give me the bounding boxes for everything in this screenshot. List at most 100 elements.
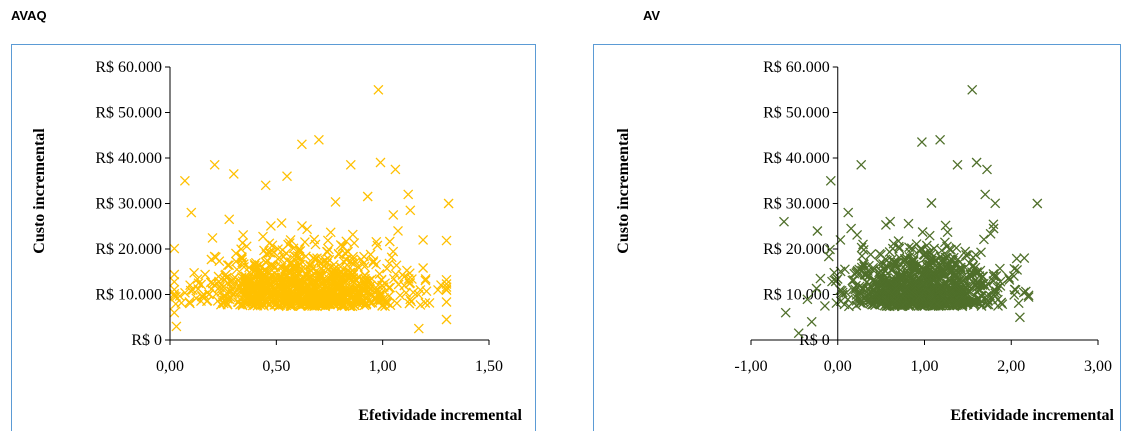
scatter-point (305, 261, 316, 272)
y-tick-label: R$ 30.000 (763, 196, 830, 213)
scatter-point (418, 263, 429, 273)
scatter-point (374, 269, 385, 279)
scatter-point (295, 254, 306, 265)
scatter-point (191, 293, 202, 304)
scatter-point (179, 175, 190, 186)
scatter-point (1003, 273, 1014, 284)
chart-frame-avaq: R$ 0 R$ 10.000 R$ 20.000 R$ 30.000 R$ 40.000… (11, 44, 536, 431)
scatter-point (290, 278, 301, 289)
scatter-point (858, 244, 869, 255)
scatter-point (889, 296, 900, 306)
scatter-point (1009, 289, 1020, 300)
scatter-point (390, 164, 401, 175)
scatter-point (878, 268, 889, 279)
scatter-point (186, 207, 197, 218)
scatter-point (395, 290, 406, 301)
scatter-point (184, 296, 195, 307)
scatter-point (295, 245, 306, 256)
scatter-point (996, 297, 1007, 308)
scatter-point (272, 253, 283, 264)
scatter-point (884, 247, 895, 257)
scatter-point (441, 274, 452, 285)
scatter-point (345, 159, 356, 170)
scatter-point (867, 282, 877, 293)
scatter-point (241, 298, 252, 309)
scatter-point (277, 277, 288, 287)
scatter-point (215, 299, 226, 310)
scatter-point (441, 235, 452, 246)
scatter-point (362, 191, 373, 202)
scatter-point (169, 269, 180, 280)
scatter-point (982, 164, 992, 175)
scatter-point (916, 244, 927, 255)
scatter-point (825, 175, 836, 186)
scatter-point (910, 290, 921, 301)
scatter-point (169, 288, 180, 299)
x-tick-label: 1,00 (911, 358, 939, 375)
scatter-point (225, 292, 236, 303)
scatter-point (309, 254, 320, 264)
scatter-point (421, 286, 432, 297)
scatter-point (851, 280, 861, 291)
scatter-point (353, 272, 364, 283)
scatter-point (942, 227, 953, 238)
x-tick-label: -1,00 (734, 358, 767, 375)
scatter-point (328, 277, 338, 288)
y-tick-label: R$ 10.000 (763, 287, 830, 304)
scatter-point (878, 276, 889, 287)
scatter-point (341, 254, 352, 265)
scatter-point (846, 223, 857, 234)
scatter-point (304, 292, 315, 303)
scatter-point (926, 249, 936, 260)
scatter-point (290, 296, 301, 307)
scatter-points (779, 84, 1043, 339)
scatter-point (420, 298, 431, 308)
scatter-point (268, 261, 279, 272)
scatter-point (854, 288, 865, 298)
scatter-point (283, 295, 294, 305)
scatter-point (205, 277, 216, 288)
scatter-point (202, 295, 213, 306)
scatter-point (843, 207, 854, 218)
scatter-point (324, 288, 335, 298)
scatter-point (334, 249, 344, 260)
scatter-point (180, 287, 190, 298)
scatter-chart-avaq: R$ 0 R$ 10.000 R$ 20.000 R$ 30.000 R$ 40.000… (31, 59, 523, 424)
scatter-point (952, 278, 963, 289)
scatter-point (963, 280, 974, 291)
scatter-point (934, 260, 945, 271)
scatter-point (903, 218, 914, 229)
scatter-point (945, 244, 956, 255)
scatter-point (976, 247, 986, 258)
scatter-point (920, 252, 931, 263)
scatter-point (1013, 298, 1024, 309)
chart-frame-av: R$ 0 R$ 10.000 R$ 20.000 R$ 30.000 R$ 40.000… (593, 44, 1121, 431)
scatter-point (296, 139, 307, 150)
scatter-point (265, 247, 276, 258)
scatter-point (228, 168, 239, 179)
scatter-point (905, 247, 916, 258)
scatter-point (905, 269, 916, 280)
scatter-point (418, 234, 429, 245)
scatter-point (271, 288, 282, 299)
scatter-point (360, 273, 371, 284)
scatter-point (914, 291, 925, 302)
scatter-point (289, 262, 300, 273)
scatter-point (253, 296, 264, 307)
scatter-point (405, 294, 416, 305)
scatter-point (297, 220, 307, 231)
scatter-point (330, 196, 341, 207)
scatter-point (251, 294, 261, 305)
y-tick-label: R$ 20.000 (763, 241, 830, 258)
scatter-point (280, 289, 291, 300)
scatter-point (224, 260, 235, 271)
scatter-point (176, 297, 187, 308)
scatter-point (401, 287, 412, 298)
scatter-point (393, 279, 404, 290)
scatter-point (868, 274, 879, 285)
scatter-point (988, 285, 999, 295)
scatter-point (865, 249, 876, 260)
scatter-point (970, 262, 981, 273)
scatter-point (384, 258, 395, 269)
scatter-point (880, 295, 891, 306)
